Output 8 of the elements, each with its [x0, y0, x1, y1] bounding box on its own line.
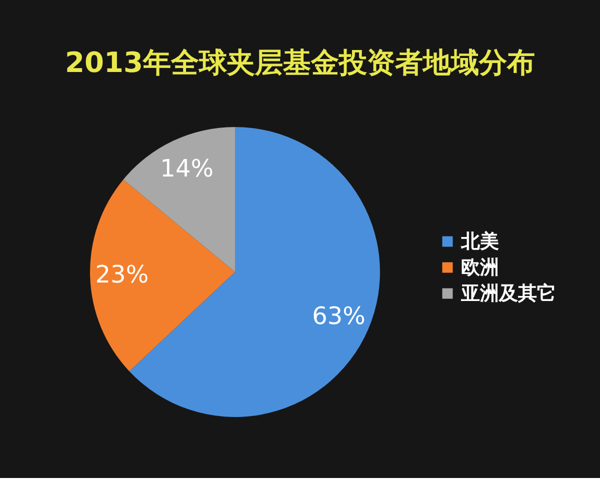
data-label: 23%: [95, 260, 149, 289]
data-label: 14%: [160, 154, 214, 183]
chart-title: 2013年全球夹层基金投资者地域分布: [65, 46, 535, 79]
data-label: 63%: [312, 302, 366, 330]
pie-slice: [90, 180, 235, 372]
legend-label: 欧洲: [461, 256, 499, 278]
legend-label: 北美: [460, 230, 499, 252]
legend-label: 亚洲及其它: [460, 282, 556, 304]
